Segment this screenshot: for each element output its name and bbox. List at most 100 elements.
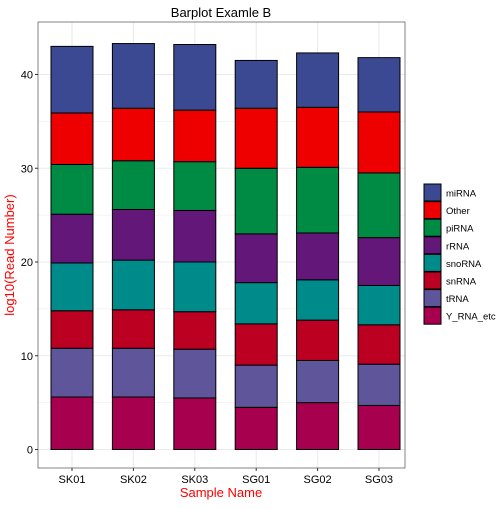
legend-label: tRNA xyxy=(446,294,469,305)
bar-segment-snorna xyxy=(173,261,217,313)
legend-swatch xyxy=(423,201,442,220)
bar-stack-sg02 xyxy=(296,52,340,450)
x-tick-label: SK03 xyxy=(181,474,208,486)
legend-swatch xyxy=(423,306,442,325)
legend: miRNA Other piRNA rRNA snoRNA snRNA tRNA Y_RNA_… xyxy=(423,183,496,325)
bar-segment-y-rna-etc xyxy=(296,402,340,450)
legend-swatch xyxy=(423,236,442,255)
x-tick-label: SK02 xyxy=(120,474,147,486)
legend-swatch xyxy=(423,218,442,237)
bar-segment-snrna xyxy=(50,310,94,349)
panel-border xyxy=(37,21,406,469)
bar-segment-trna xyxy=(296,359,340,404)
bars xyxy=(50,43,401,450)
legend-item-other: Other xyxy=(423,201,470,220)
legend-swatch xyxy=(423,253,442,272)
bar-stack-sg03 xyxy=(357,57,401,450)
x-tick-label: SG03 xyxy=(365,474,393,486)
bar-segment-mirna xyxy=(234,59,278,109)
legend-item-mirna: miRNA xyxy=(423,183,477,202)
legend-item-pirna: piRNA xyxy=(423,218,474,237)
bar-stack-sg01 xyxy=(234,59,278,450)
bar-segment-snorna xyxy=(50,262,94,312)
bar-segment-trna xyxy=(357,363,401,406)
bar-segment-other xyxy=(111,107,155,162)
bar-segment-y-rna-etc xyxy=(111,396,155,450)
bar-segment-other xyxy=(357,111,401,174)
legend-item-snrna: snRNA xyxy=(423,271,477,290)
bar-segment-pirna xyxy=(111,160,155,210)
bar-segment-y-rna-etc xyxy=(234,406,278,450)
bar-segment-mirna xyxy=(173,44,217,111)
bar-segment-rrna xyxy=(296,232,340,281)
y-tick-label: 20 xyxy=(21,257,33,269)
x-axis: SK01 SK02 SK03 SG01 SG02 SG03 xyxy=(59,468,393,486)
bar-segment-snorna xyxy=(357,284,401,326)
bar-segment-rrna xyxy=(357,237,401,286)
bar-segment-trna xyxy=(111,347,155,398)
legend-item-snorna: snoRNA xyxy=(423,253,482,272)
bar-segment-rrna xyxy=(111,209,155,261)
bar-segment-y-rna-etc xyxy=(357,404,401,450)
legend-label: Y_RNA_etc xyxy=(446,312,496,323)
plot-panel xyxy=(38,22,405,468)
bar-segment-trna xyxy=(234,364,278,408)
bar-segment-mirna xyxy=(296,52,340,108)
bar-segment-other xyxy=(50,112,94,165)
x-axis-title: Sample Name xyxy=(180,485,262,500)
legend-label: rRNA xyxy=(446,241,470,252)
bar-segment-rrna xyxy=(50,213,94,264)
bar-segment-pirna xyxy=(357,172,401,239)
legend-label: snRNA xyxy=(446,277,477,288)
legend-label: Other xyxy=(446,206,470,217)
bar-segment-pirna xyxy=(173,161,217,211)
legend-label: miRNA xyxy=(446,189,477,200)
chart-title: Barplot Examle B xyxy=(171,5,271,20)
bar-segment-other xyxy=(234,107,278,169)
bar-stack-sk02 xyxy=(111,43,155,450)
bar-stack-sk03 xyxy=(173,44,217,450)
y-axis-title: log10(Read Number) xyxy=(2,194,17,315)
legend-item-rrna: rRNA xyxy=(423,236,470,255)
legend-item-trna: tRNA xyxy=(423,289,469,308)
bar-segment-snrna xyxy=(357,324,401,365)
bar-segment-y-rna-etc xyxy=(173,397,217,450)
legend-swatch xyxy=(423,289,442,308)
bar-stack-sk01 xyxy=(50,45,94,450)
bar-segment-pirna xyxy=(296,166,340,234)
bar-segment-pirna xyxy=(234,167,278,235)
legend-label: snoRNA xyxy=(446,259,482,270)
x-tick-label: SG02 xyxy=(304,474,332,486)
legend-item-y-rna-etc: Y_RNA_etc xyxy=(423,306,496,325)
bar-segment-mirna xyxy=(50,45,94,114)
bar-segment-pirna xyxy=(50,164,94,215)
bar-segment-trna xyxy=(173,348,217,399)
bar-segment-y-rna-etc xyxy=(50,396,94,450)
legend-swatch xyxy=(423,183,442,202)
legend-swatch xyxy=(423,271,442,290)
bar-segment-rrna xyxy=(173,209,217,263)
x-tick-label: SK01 xyxy=(59,474,86,486)
bar-segment-snrna xyxy=(111,309,155,349)
bar-segment-other xyxy=(296,106,340,168)
bar-segment-snrna xyxy=(296,319,340,361)
y-tick-label: 40 xyxy=(21,70,33,82)
bar-segment-trna xyxy=(50,347,94,398)
y-tick-label: 10 xyxy=(21,351,33,363)
y-tick-label: 30 xyxy=(21,163,33,175)
bar-segment-mirna xyxy=(357,57,401,113)
bar-segment-snorna xyxy=(111,259,155,311)
bar-segment-snrna xyxy=(234,323,278,366)
bar-segment-snorna xyxy=(234,282,278,325)
y-tick-label: 0 xyxy=(27,445,33,457)
x-tick-label: SG01 xyxy=(242,474,270,486)
bar-segment-other xyxy=(173,109,217,163)
bar-segment-rrna xyxy=(234,233,278,284)
bar-segment-snrna xyxy=(173,311,217,350)
bar-segment-mirna xyxy=(111,43,155,109)
bar-segment-snorna xyxy=(296,279,340,321)
y-axis: 0 10 20 30 40 xyxy=(21,70,38,457)
legend-label: piRNA xyxy=(446,224,474,235)
